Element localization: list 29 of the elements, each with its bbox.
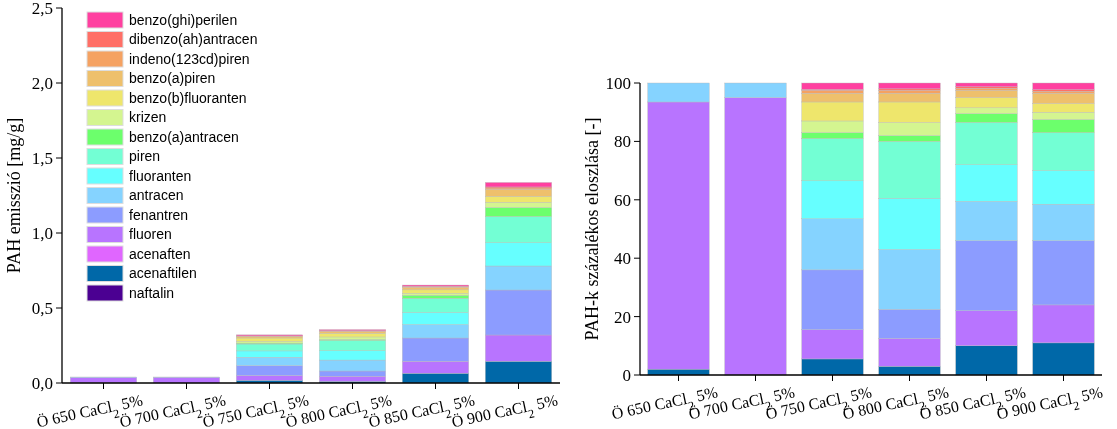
y-axis-title: PAH-k százalékos eloszlása [-] xyxy=(582,117,602,341)
legend-label: piren xyxy=(129,148,161,164)
y-tick-label: 100 xyxy=(605,73,631,93)
legend-label: krizen xyxy=(129,109,167,125)
y-tick-label: 60 xyxy=(614,190,631,210)
legend-label: fenantren xyxy=(129,206,189,223)
y-tick-label: 40 xyxy=(614,249,631,269)
legend-label: fluoranten xyxy=(129,167,192,184)
y-tick-label: 1,5 xyxy=(31,148,53,168)
y-tick-label: 0,0 xyxy=(31,373,53,393)
legend-label: naftalin xyxy=(129,284,175,301)
legend-label: indeno(123cd)piren xyxy=(129,50,250,67)
legend-label: acenaften xyxy=(129,245,191,262)
legend-label: antracen xyxy=(129,187,184,203)
y-tick-label: 0,5 xyxy=(31,298,53,318)
legend-label: acenaftilen xyxy=(129,265,197,281)
y-tick-label: 80 xyxy=(614,132,631,152)
y-tick-label: 2,0 xyxy=(31,73,53,93)
y-tick-label: 1,0 xyxy=(31,223,53,243)
y-tick-label: 2,5 xyxy=(31,0,53,18)
y-tick-label: 0 xyxy=(622,365,631,385)
legend-label: fluoren xyxy=(129,226,172,242)
y-axis-title: PAH emisszió [mg/g] xyxy=(4,117,24,274)
legend-label: benzo(ghi)perilen xyxy=(129,11,238,28)
legend-label: dibenzo(ah)antracen xyxy=(129,31,258,47)
legend-label: benzo(b)fluoranten xyxy=(129,89,247,106)
legend-label: benzo(a)piren xyxy=(129,70,216,86)
legend-label: benzo(a)antracen xyxy=(129,128,239,145)
y-tick-label: 20 xyxy=(614,307,631,327)
